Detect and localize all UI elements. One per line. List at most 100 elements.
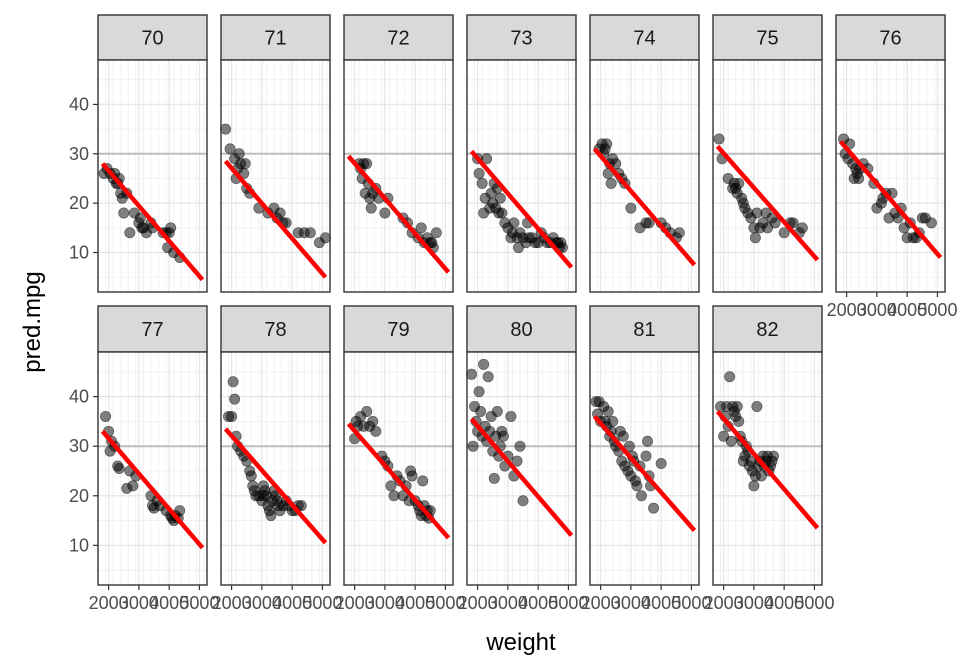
data-point <box>415 222 427 234</box>
x-tick-label: 4000 <box>272 593 312 613</box>
data-point <box>466 368 478 380</box>
data-point <box>245 470 257 482</box>
panel-background <box>221 352 330 585</box>
facet-strip-label: 79 <box>387 319 409 341</box>
facet-strip <box>97 305 208 353</box>
data-point <box>768 450 780 462</box>
x-tick-label: 5000 <box>302 593 342 613</box>
fit-line <box>346 154 451 274</box>
data-point <box>925 217 937 229</box>
y-tick-label: 10 <box>69 243 89 263</box>
data-point <box>367 415 379 427</box>
data-point <box>482 371 494 383</box>
data-point <box>233 148 245 160</box>
facet-strip-label: 81 <box>633 319 655 341</box>
data-point <box>655 458 667 470</box>
data-point <box>165 222 177 234</box>
x-tick-label: 2000 <box>89 593 129 613</box>
data-point <box>361 158 373 170</box>
fit-line <box>469 417 574 537</box>
fit-line <box>592 147 697 267</box>
data-point <box>724 371 736 383</box>
data-point <box>379 207 391 219</box>
fit-line <box>346 422 451 540</box>
data-point <box>605 177 617 189</box>
data-point <box>473 386 485 398</box>
fit-line <box>223 159 328 279</box>
facet-strip-label: 82 <box>756 319 778 341</box>
facet-strip-label: 74 <box>633 28 655 50</box>
fit-line <box>100 162 205 282</box>
data-point <box>748 480 760 492</box>
y-tick-label: 20 <box>69 193 89 213</box>
data-point <box>514 440 526 452</box>
data-point <box>892 212 904 224</box>
fit-line <box>838 139 943 259</box>
x-tick-label: 3000 <box>857 300 897 320</box>
facet-strip-label: 77 <box>141 319 163 341</box>
fit-line <box>469 149 574 269</box>
x-tick-label: 5000 <box>671 593 711 613</box>
data-point <box>174 505 186 517</box>
data-point <box>295 500 307 512</box>
data-point <box>648 502 660 514</box>
data-point <box>713 133 725 145</box>
x-tick-label: 5000 <box>179 593 219 613</box>
panel-background <box>467 352 576 585</box>
x-tick-label: 5000 <box>917 300 957 320</box>
x-tick-label: 3000 <box>119 593 159 613</box>
data-point <box>265 510 277 522</box>
x-tick-label: 4000 <box>764 593 804 613</box>
data-point <box>625 202 637 214</box>
data-point <box>731 401 743 413</box>
x-tick-label: 4000 <box>518 593 558 613</box>
panel-border <box>97 59 208 293</box>
panel-border <box>589 351 700 586</box>
panel-border <box>343 59 454 293</box>
data-point <box>361 405 373 417</box>
panel-border <box>712 351 823 586</box>
data-point <box>733 177 745 189</box>
panel-border <box>220 351 331 586</box>
data-point <box>365 202 377 214</box>
facet-strip-label: 71 <box>264 28 286 50</box>
data-point <box>673 227 685 239</box>
x-tick-label: 5000 <box>794 593 834 613</box>
data-point <box>478 358 490 370</box>
panel-border <box>466 351 577 586</box>
data-point <box>475 405 487 417</box>
data-point <box>642 435 654 447</box>
data-point <box>769 217 781 229</box>
data-point <box>481 153 493 165</box>
data-point <box>226 410 238 422</box>
facet-strip <box>97 14 208 61</box>
data-point <box>370 425 382 437</box>
data-point <box>517 495 529 507</box>
data-point <box>601 138 613 150</box>
data-point <box>496 207 508 219</box>
data-point <box>426 237 438 249</box>
panel-border <box>220 59 331 293</box>
data-point <box>430 227 442 239</box>
y-tick-label: 40 <box>69 94 89 114</box>
panel-background <box>344 352 453 585</box>
data-point <box>643 217 655 229</box>
facet-strip <box>220 14 331 61</box>
x-tick-label: 4000 <box>887 300 927 320</box>
panel-border <box>835 59 946 293</box>
data-point <box>640 450 652 462</box>
facet-strip <box>466 14 577 61</box>
data-point <box>623 440 635 452</box>
y-tick-label: 20 <box>69 486 89 506</box>
facet-strip-label: 70 <box>141 28 163 50</box>
data-point <box>229 393 241 405</box>
data-point <box>778 227 790 239</box>
data-point <box>733 415 745 427</box>
data-point <box>118 207 130 219</box>
x-tick-label: 3000 <box>734 593 774 613</box>
data-point <box>610 158 622 170</box>
data-point <box>749 232 761 244</box>
y-axis-title: pred.mpg <box>19 271 46 372</box>
data-point <box>304 227 316 239</box>
